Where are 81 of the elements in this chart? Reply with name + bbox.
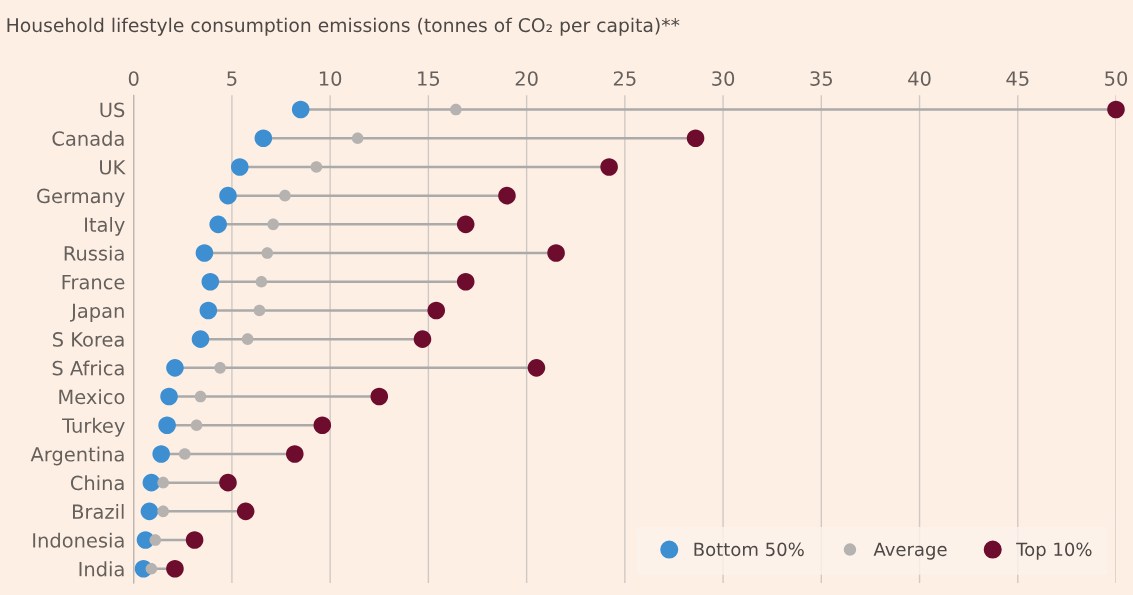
y-tick-label: Turkey — [62, 417, 125, 437]
point — [450, 103, 462, 116]
point — [413, 330, 432, 348]
point — [140, 502, 159, 521]
y-tick-label: Japan — [70, 303, 124, 322]
point — [351, 132, 364, 145]
point — [600, 158, 618, 176]
y-tick-label: US — [100, 102, 125, 118]
point — [313, 416, 332, 435]
point — [456, 272, 475, 291]
y-tick-label: S Africa — [52, 360, 124, 376]
point — [370, 387, 389, 406]
y-tick-label: Russia — [64, 245, 124, 261]
point — [286, 445, 304, 463]
x-tick-label: 25 — [613, 71, 636, 86]
point — [190, 419, 203, 432]
point — [1107, 100, 1125, 119]
point — [194, 390, 207, 403]
point — [527, 359, 546, 377]
chart-title: Household lifestyle consumption emissions (tonnes of CO₂ per capita)** — [7, 17, 680, 36]
y-tick-label: Argentina — [30, 446, 124, 466]
x-tick-label: 35 — [810, 71, 832, 86]
y-tick-label: UK — [100, 160, 126, 175]
y-tick-label: Mexico — [59, 389, 125, 405]
point — [279, 189, 291, 202]
point — [427, 301, 446, 320]
x-tick-label: 5 — [227, 71, 237, 86]
point — [253, 304, 266, 317]
point — [142, 473, 161, 492]
point — [456, 215, 475, 234]
point — [686, 129, 705, 148]
point — [261, 247, 274, 259]
point — [152, 445, 170, 463]
point — [310, 161, 323, 173]
x-tick-label: 50 — [1105, 71, 1128, 86]
point — [157, 476, 169, 489]
y-tick-label: Italy — [85, 216, 125, 236]
x-tick-label: 30 — [712, 71, 735, 86]
point — [199, 301, 218, 320]
point — [201, 272, 220, 291]
point — [214, 362, 226, 374]
point — [166, 359, 184, 377]
y-tick-label: India — [79, 561, 124, 577]
y-tick-label: S Korea — [53, 332, 124, 347]
point — [231, 158, 249, 176]
y-tick-label: China — [70, 475, 124, 491]
point — [209, 215, 227, 234]
point — [157, 505, 169, 518]
y-tick-label: Brazil — [73, 503, 124, 520]
x-tick-label: 40 — [908, 71, 931, 86]
x-tick-label: 10 — [319, 71, 342, 86]
point — [498, 186, 516, 205]
point — [291, 100, 310, 119]
point — [166, 559, 184, 578]
point — [195, 244, 214, 262]
point — [254, 129, 273, 148]
x-tick-label: 20 — [515, 71, 538, 86]
point — [219, 186, 237, 205]
y-tick-label: France — [62, 274, 125, 290]
point — [267, 218, 279, 231]
point — [219, 473, 237, 492]
point — [145, 562, 158, 575]
y-tick-label: Canada — [52, 130, 124, 146]
y-tick-label: Indonesia — [33, 532, 124, 548]
x-tick-label: 0 — [128, 71, 139, 86]
x-tick-label: 15 — [418, 71, 440, 86]
point — [241, 333, 254, 345]
point — [185, 531, 204, 549]
point — [236, 502, 255, 521]
legend-label: Bottom 50% — [694, 542, 804, 557]
point — [160, 387, 178, 406]
legend-label: Average — [873, 542, 947, 560]
point — [149, 534, 162, 546]
y-tick-label: Germany — [37, 188, 125, 208]
point — [191, 330, 210, 348]
point — [178, 448, 191, 460]
point — [255, 275, 268, 288]
point — [158, 416, 176, 435]
x-tick-label: 45 — [1006, 71, 1029, 86]
point — [547, 244, 565, 262]
legend-label: Top 10% — [1016, 542, 1092, 560]
